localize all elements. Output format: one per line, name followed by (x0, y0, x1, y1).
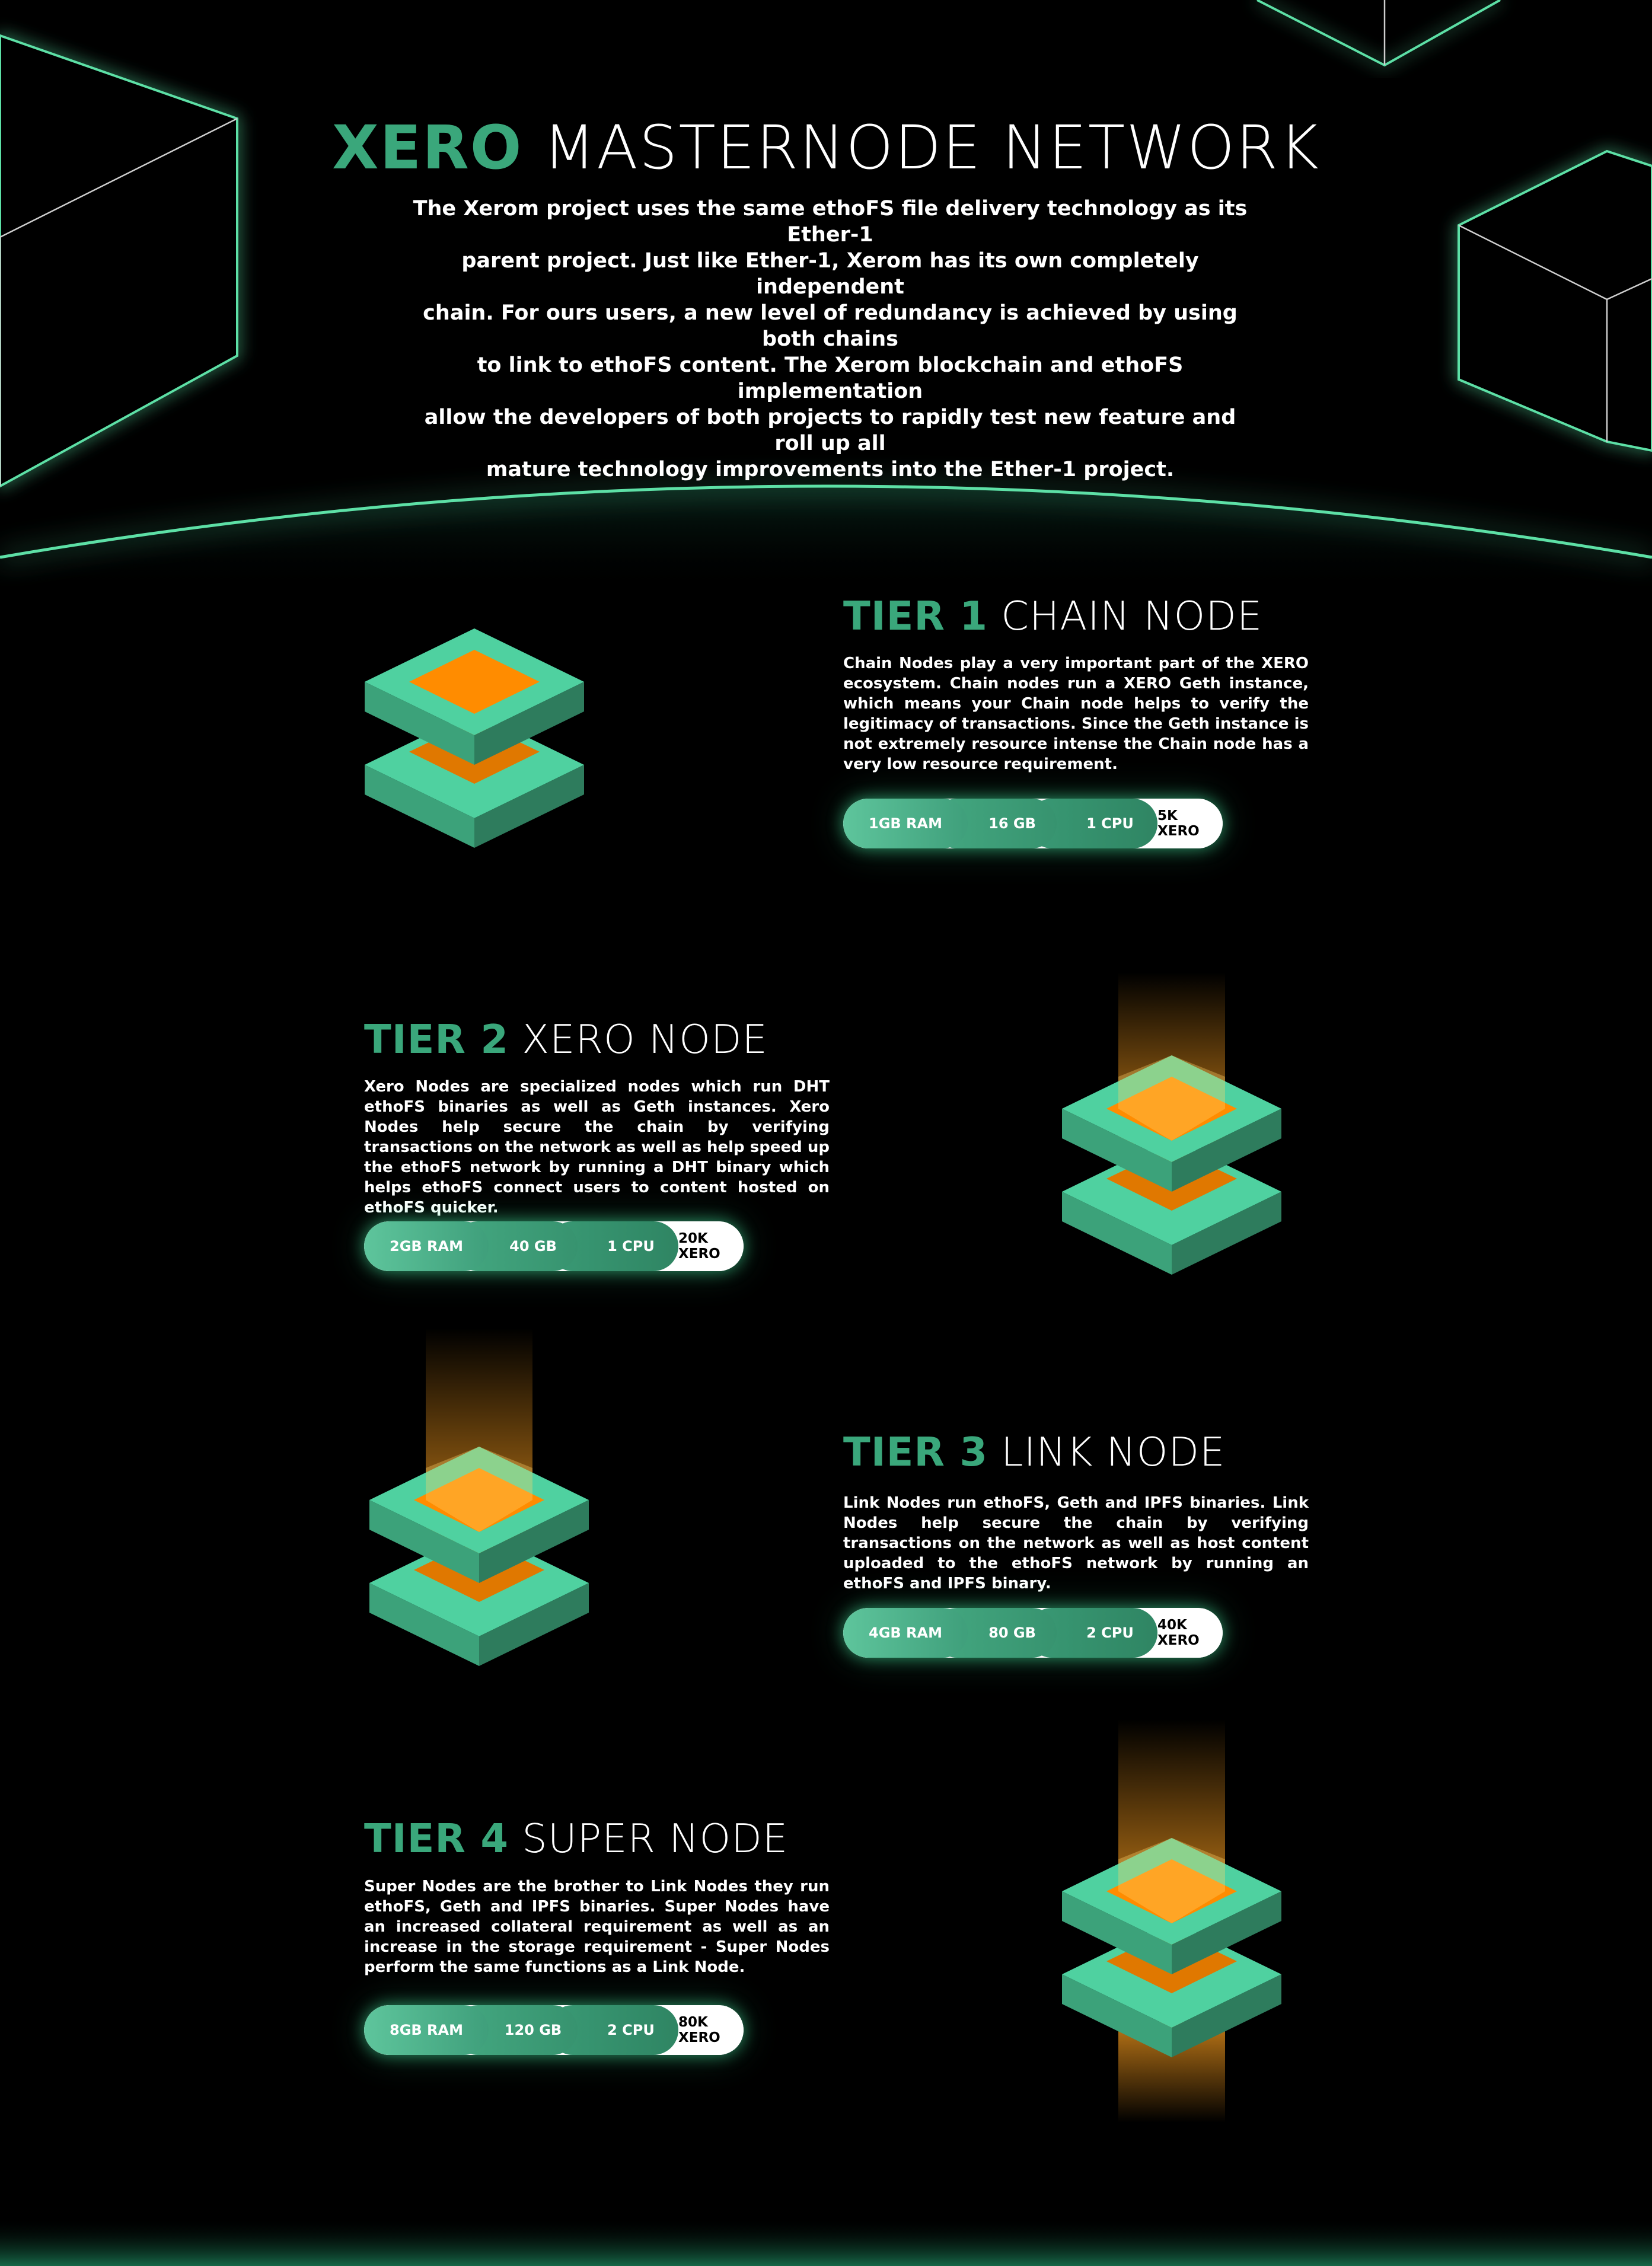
tier-label: TIER 1 (843, 593, 988, 639)
intro-line: The Xerom project uses the same ethoFS f… (413, 197, 1248, 247)
tier-label: TIER 2 (364, 1016, 509, 1062)
stacked-node-icon (365, 628, 584, 848)
spec-ram: 2GB RAM (364, 1221, 489, 1271)
tier-1-heading: TIER 1 CHAIN NODE (843, 593, 1262, 639)
wireframe-cube-top-right (1256, 0, 1501, 67)
wireframe-cube-right (1458, 149, 1652, 452)
title-rest: MASTERNODE NETWORK (522, 113, 1321, 183)
tier-3-description: Link Nodes run ethoFS, Geth and IPFS bin… (843, 1494, 1309, 1592)
node-layer-top (365, 628, 584, 765)
node-layer-top (1062, 1055, 1281, 1192)
tier-1-spec-bar: 1GB RAM 16 GB 1 CPU 5K XERO (843, 799, 1223, 848)
tier-name: CHAIN NODE (987, 593, 1263, 639)
wireframe-cube-left (0, 34, 238, 488)
intro-line: mature technology improvements into the … (486, 458, 1175, 481)
tier-2-spec-bar: 2GB RAM 40 GB 1 CPU 20K XERO (364, 1221, 744, 1271)
tier-2-heading: TIER 2 XERO NODE (364, 1016, 768, 1062)
horizon-arc (0, 484, 1652, 559)
spec-ram: 4GB RAM (843, 1608, 968, 1658)
intro-line: allow the developers of both projects to… (424, 406, 1236, 455)
title-accent: XERO (331, 113, 523, 183)
intro-line: to link to ethoFS content. The Xerom blo… (477, 353, 1184, 403)
intro-line: parent project. Just like Ether-1, Xerom… (461, 249, 1199, 299)
intro-paragraph: The Xerom project uses the same ethoFS f… (409, 196, 1251, 483)
tier-4-description: Super Nodes are the brother to Link Node… (364, 1878, 830, 1976)
tier-1-description: Chain Nodes play a very important part o… (843, 655, 1309, 773)
tier-name: XERO NODE (508, 1016, 768, 1062)
node-layer-top (369, 1447, 589, 1583)
stacked-node-beam-icon (1062, 1055, 1281, 1275)
tier-2-description: Xero Nodes are specialized nodes which r… (364, 1078, 830, 1217)
tier-name: LINK NODE (987, 1429, 1226, 1475)
tier-4-spec-bar: 8GB RAM 120 GB 2 CPU 80K XERO (364, 2005, 744, 2055)
tier-3-spec-bar: 4GB RAM 80 GB 2 CPU 40K XERO (843, 1608, 1223, 1658)
tier-label: TIER 4 (364, 1815, 509, 1862)
node-layer-top (1062, 1838, 1281, 1974)
stacked-node-double-beam-icon (1062, 1838, 1281, 2057)
tier-3-heading: TIER 3 LINK NODE (843, 1429, 1225, 1475)
stacked-node-beam-icon (369, 1447, 589, 1666)
spec-ram: 8GB RAM (364, 2005, 489, 2055)
tier-name: SUPER NODE (508, 1815, 789, 1862)
spec-ram: 1GB RAM (843, 799, 968, 848)
page-title: XERO MASTERNODE NETWORK (0, 113, 1652, 183)
tier-4-heading: TIER 4 SUPER NODE (364, 1815, 788, 1862)
tier-label: TIER 3 (843, 1429, 988, 1475)
intro-line: chain. For ours users, a new level of re… (423, 301, 1238, 351)
